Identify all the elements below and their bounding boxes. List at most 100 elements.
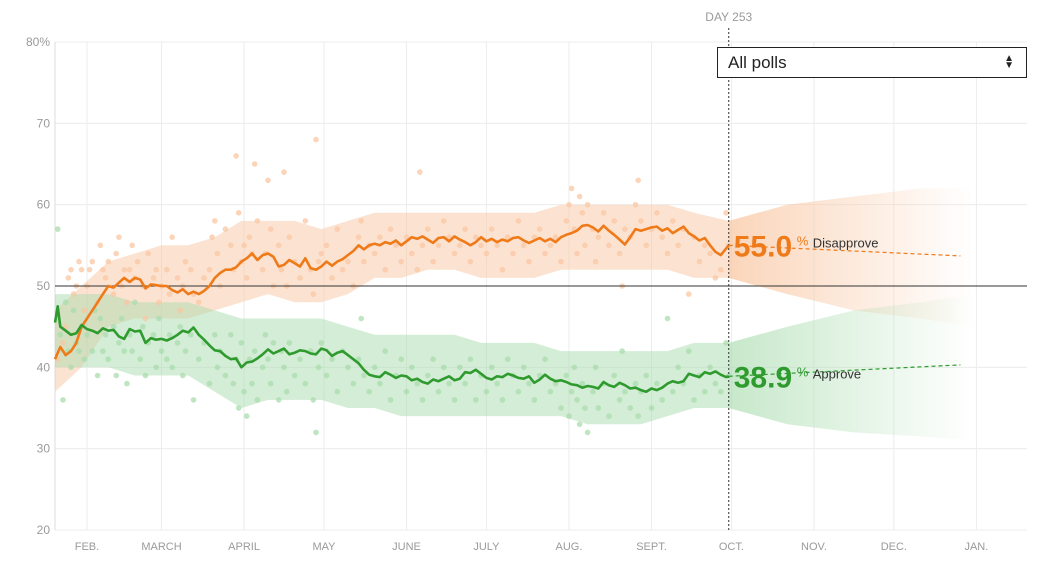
approve-poll-point [670,388,676,395]
approve-poll-point [579,380,586,387]
y-tick-label: 80% [26,35,50,49]
disapprove-poll-point [419,242,426,249]
approve-poll-point [558,405,564,411]
approve-poll-point [329,356,335,363]
approve-poll-point [212,332,218,338]
approve-poll-point [313,429,319,436]
approve-poll-point [483,388,490,395]
disapprove-poll-point [153,266,159,273]
approve-poll-point [166,332,173,338]
y-tick-label: 30 [37,442,51,456]
approve-poll-point [265,356,271,363]
approve-poll-point [494,380,500,387]
reference-layer [55,28,1027,530]
approve-poll-point [457,364,463,371]
disapprove-poll-point [68,266,74,273]
disapprove-poll-point [113,250,119,257]
approve-poll-point [592,364,599,371]
disapprove-poll-point [89,258,96,265]
disapprove-poll-point [494,242,500,249]
disapprove-poll-point [552,234,559,240]
disapprove-poll-point [251,161,258,167]
approve-poll-point [595,405,602,411]
disapprove-poll-point [281,169,287,175]
approve-poll-point [371,364,378,371]
x-tick-label: JUNE [392,541,421,553]
disapprove-poll-point [358,218,365,224]
approve-poll-point [153,364,159,371]
approve-poll-point [643,372,649,379]
approve-poll-point [140,323,146,330]
approve-poll-point [659,397,665,403]
approve-poll-point [430,356,436,363]
disapprove-poll-point [664,250,671,257]
approve-poll-point [251,348,258,354]
approve-poll-point [57,332,64,338]
arrow-down-icon: ▼ [1004,59,1014,71]
disapprove-poll-point [488,226,495,232]
approve-poll-point [142,372,149,379]
approve-poll-point [100,348,106,354]
disapprove-poll-point [177,307,183,314]
disapprove-poll-point [116,234,122,240]
x-tick-label: OCT. [719,541,744,553]
disapprove-poll-point [134,258,141,265]
disapprove-poll-point [166,291,173,297]
disapprove-poll-point [547,242,554,249]
approve-poll-point [350,380,357,387]
approve-poll-point [611,372,617,379]
approve-poll-point [686,348,692,354]
approve-poll-point [499,397,506,403]
approve-poll-point [345,364,351,371]
approve-poll-point [222,372,229,379]
approve-poll-point [188,332,194,338]
approve-poll-point [113,372,119,379]
approve-poll-point [259,364,266,371]
disapprove-poll-point [60,340,66,346]
disapprove-poll-point [659,234,665,240]
approve-poll-point [582,405,588,411]
approve-poll-point [435,388,442,395]
poll-type-dropdown[interactable]: All polls ▲ ▼ [717,47,1027,78]
approve-poll-point [94,372,101,379]
approve-poll-point [241,388,247,395]
disapprove-poll-point [329,275,335,281]
approve-poll-point [462,380,468,387]
disapprove-poll-point [241,242,247,249]
approve-poll-point [334,388,341,395]
approve-current-value: 38.9 [734,361,792,394]
disapprove-poll-point [323,242,330,249]
disapprove-poll-point [212,218,218,224]
disapprove-current-value: 55.0 [734,230,792,263]
disapprove-poll-point [164,266,170,273]
approve-poll-point [302,380,309,387]
disapprove-poll-point [121,266,127,273]
disapprove-poll-point [302,218,309,224]
disapprove-poll-point [414,266,421,273]
disapprove-poll-point [622,226,628,232]
disapprove-poll-point [510,250,516,257]
disapprove-poll-point [65,275,72,281]
disapprove-poll-point [457,242,463,249]
approve-poll-point [382,348,389,354]
x-tick-label: FEB. [75,541,99,553]
x-tick-label: SEPT. [636,541,667,553]
approve-poll-point [121,348,127,354]
disapprove-poll-point [702,242,708,249]
disapprove-poll-point [196,299,202,306]
disapprove-poll-point [638,218,644,224]
approve-poll-point [129,348,135,354]
disapprove-poll-point [425,226,431,232]
approve-poll-point [323,372,330,379]
disapprove-poll-point [462,226,468,232]
x-tick-label: DEC. [881,541,907,553]
approve-poll-point [622,388,628,395]
approve-poll-point [403,388,410,395]
disapprove-poll-point [520,242,527,249]
disapprove-poll-point [478,242,484,249]
approve-poll-point [249,380,255,387]
approve-poll-point [414,380,421,387]
approve-poll-point [190,397,197,403]
disapprove-poll-point [254,218,261,224]
